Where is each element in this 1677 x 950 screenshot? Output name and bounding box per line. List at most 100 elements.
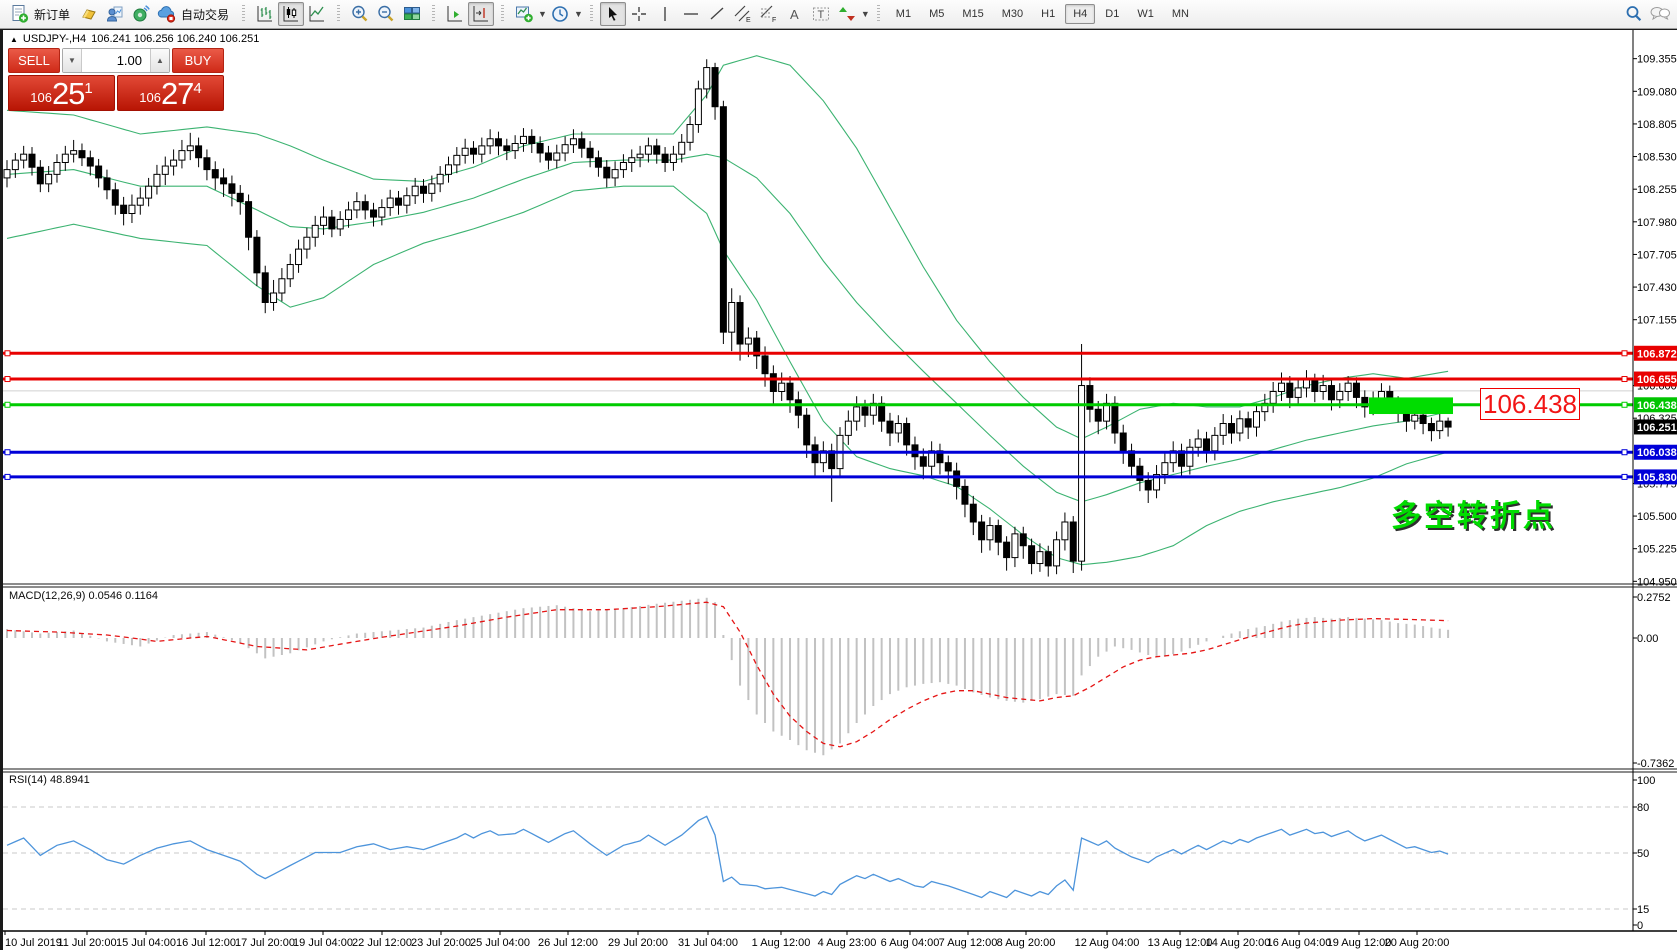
sell-button[interactable]: SELL <box>8 48 60 73</box>
line-handle[interactable] <box>4 401 11 408</box>
svg-text:F: F <box>772 17 776 24</box>
line-chart-button[interactable] <box>304 2 330 26</box>
svg-text:109.355: 109.355 <box>1637 54 1677 66</box>
line-handle[interactable] <box>4 473 11 480</box>
cursor-button[interactable] <box>599 2 626 26</box>
line-handle[interactable] <box>1621 350 1628 357</box>
fibonacci-button[interactable]: F <box>756 2 782 26</box>
toolbar-grip[interactable] <box>337 5 341 23</box>
tab-timeframe-M15[interactable]: M15 <box>962 8 984 20</box>
toolbar-grip[interactable] <box>589 5 593 23</box>
search-icon <box>1626 6 1642 21</box>
line-handle[interactable] <box>4 449 11 456</box>
line-handle[interactable] <box>4 350 11 357</box>
line-handle[interactable] <box>1621 376 1628 383</box>
equidistant-channel-button[interactable]: E <box>730 2 756 26</box>
indicators-button[interactable] <box>511 2 537 26</box>
tile-windows-button[interactable] <box>399 2 425 26</box>
volume-input[interactable]: 1.00 <box>116 53 142 68</box>
svg-text:108.255: 108.255 <box>1637 184 1677 196</box>
autotrading-button[interactable] <box>154 2 180 26</box>
tab-timeframe-W1[interactable]: W1 <box>1137 8 1154 20</box>
tab-timeframe-D1[interactable]: D1 <box>1105 8 1120 20</box>
svg-text:104.950: 104.950 <box>1637 576 1677 588</box>
new-order-button[interactable] <box>7 2 33 26</box>
toolbar-grip[interactable] <box>242 5 246 23</box>
candlestick-chart-button[interactable] <box>278 2 305 26</box>
toolbar-grip[interactable] <box>432 5 436 23</box>
vertical-line-button[interactable] <box>652 2 678 26</box>
sell-price-base: 106 <box>30 90 52 105</box>
svg-text:13 Aug 12:00: 13 Aug 12:00 <box>1148 937 1213 949</box>
buy-price-tile[interactable]: 106 27 4 <box>117 75 224 111</box>
metaeditor-button[interactable] <box>76 2 102 26</box>
tab-timeframe-H4[interactable]: H4 <box>1065 4 1096 24</box>
one-click-panel: SELL ▼ 1.00 ▲ BUY 106 25 1 106 27 4 <box>8 48 224 111</box>
auto-scroll-button[interactable] <box>442 2 468 26</box>
arrows-button[interactable] <box>834 2 860 26</box>
tile-windows-icon <box>404 7 421 20</box>
main-pane[interactable] <box>3 55 1633 566</box>
gold-ingot-icon <box>82 9 96 20</box>
horizontal-line-icon <box>683 13 698 15</box>
svg-text:22 Jul 12:00: 22 Jul 12:00 <box>352 937 412 949</box>
text-icon: A <box>790 7 799 22</box>
zoom-in-button[interactable] <box>347 2 373 26</box>
svg-text:108.530: 108.530 <box>1637 152 1677 164</box>
horizontal-line-button[interactable] <box>678 2 704 26</box>
clock-icon <box>552 6 568 22</box>
zoom-group <box>344 0 428 28</box>
terminal-button[interactable] <box>128 2 154 26</box>
green-rectangle-object[interactable] <box>1369 397 1453 415</box>
volume-down-button[interactable]: ▼ <box>63 49 82 72</box>
price-axis[interactable]: 109.355 109.080 108.805 108.530 108.255 107.9… <box>1632 30 1677 932</box>
sell-price-tile[interactable]: 106 25 1 <box>8 75 115 111</box>
price-badge-106.438 <box>1634 397 1677 413</box>
crosshair-button[interactable] <box>626 2 652 26</box>
new-order-icon <box>12 5 29 23</box>
trendline-button[interactable] <box>704 2 730 26</box>
chat-button[interactable] <box>1647 2 1673 26</box>
line-handle[interactable] <box>1621 449 1628 456</box>
toolbar-grip[interactable] <box>501 5 505 23</box>
text-button[interactable]: A <box>782 2 808 26</box>
price-chart-canvas[interactable]: 109.355 109.080 108.805 108.530 108.255 107.9… <box>3 30 1677 950</box>
line-handle[interactable] <box>1621 401 1628 408</box>
tab-timeframe-MN[interactable]: MN <box>1171 8 1189 20</box>
volume-up-button[interactable]: ▲ <box>150 49 169 72</box>
chart-window[interactable]: 109.355 109.080 108.805 108.530 108.255 107.9… <box>0 29 1677 950</box>
svg-text:106.655: 106.655 <box>1637 374 1677 386</box>
svg-text:4 Aug 23:00: 4 Aug 23:00 <box>818 937 877 949</box>
period-dropdown[interactable]: ▼ <box>573 9 583 19</box>
line-handle[interactable] <box>1621 473 1628 480</box>
tab-timeframe-M5[interactable]: M5 <box>929 8 945 20</box>
price-tag-106438[interactable]: 106.438 <box>1480 388 1580 420</box>
search-button[interactable] <box>1621 2 1647 26</box>
new-order-label[interactable]: 新订单 <box>34 7 71 22</box>
tab-timeframe-M30[interactable]: M30 <box>1001 8 1024 20</box>
panel-collapse-icon[interactable]: ▲ <box>10 34 18 44</box>
period-button[interactable] <box>547 2 573 26</box>
chart-mode-group <box>249 0 333 28</box>
buy-price-base: 106 <box>139 90 161 105</box>
zoom-out-button[interactable] <box>373 2 399 26</box>
text-label-button[interactable]: T <box>808 2 834 26</box>
toolbar-grip[interactable] <box>876 5 880 23</box>
tab-timeframe-H1[interactable]: H1 <box>1041 8 1056 20</box>
buy-button[interactable]: BUY <box>172 48 224 73</box>
strategy-tester-button[interactable] <box>102 2 128 26</box>
arrows-dropdown[interactable]: ▼ <box>860 9 870 19</box>
svg-text:25 Jul 04:00: 25 Jul 04:00 <box>470 937 530 949</box>
bar-chart-button[interactable] <box>252 2 278 26</box>
autotrading-label[interactable]: 自动交易 <box>181 7 230 22</box>
fibonacci-icon: F <box>760 5 776 24</box>
level-lines[interactable] <box>3 350 1633 480</box>
svg-text:7 Aug 12:00: 7 Aug 12:00 <box>939 937 998 949</box>
line-handle[interactable] <box>4 376 11 383</box>
tab-timeframe-M1[interactable]: M1 <box>895 8 912 20</box>
indicators-dropdown[interactable]: ▼ <box>538 9 547 19</box>
chart-shift-button[interactable] <box>468 2 495 26</box>
svg-text:19 Aug 12:00: 19 Aug 12:00 <box>1327 937 1392 949</box>
globe-signal-icon <box>133 5 150 22</box>
